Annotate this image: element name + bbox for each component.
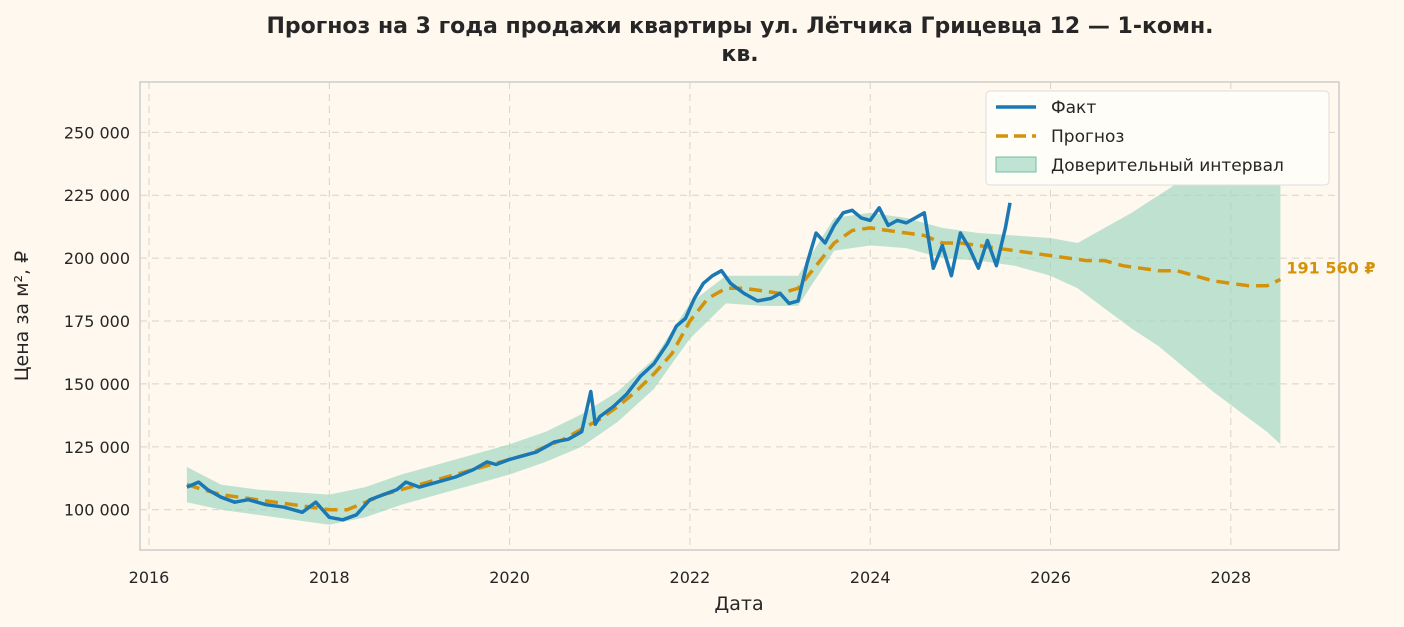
x-tick-label: 2018: [309, 568, 350, 587]
x-tick-label: 2016: [129, 568, 170, 587]
chart-title-line-2: кв.: [721, 42, 758, 67]
chart-title-line-1: Прогноз на 3 года продажи квартиры ул. Л…: [266, 14, 1213, 39]
legend-label-interval: Доверительный интервал: [1051, 156, 1284, 176]
y-tick-label: 150 000: [64, 375, 130, 394]
x-axis-label: Дата: [714, 593, 763, 615]
series-lines: [186, 202, 1282, 522]
y-tick-label: 175 000: [64, 312, 130, 331]
y-tick-label: 100 000: [64, 501, 130, 520]
legend-swatch-interval: [995, 156, 1037, 173]
y-axis-ticks: 100 000 125 000 150 000 175 000 200 000 225 0…: [64, 123, 130, 519]
y-axis-label: Цена за м², ₽: [11, 251, 33, 381]
legend: Факт Прогноз Доверительный интервал: [985, 90, 1330, 186]
legend-label-fact: Факт: [1051, 98, 1096, 118]
x-axis-ticks: 2016 2018 2020 2022 2024 2026 2028: [129, 568, 1252, 587]
y-tick-label: 200 000: [64, 249, 130, 268]
x-tick-label: 2026: [1030, 568, 1071, 587]
legend-label-forecast: Прогноз: [1051, 127, 1124, 147]
plot-area-border: [139, 81, 1340, 551]
y-tick-label: 225 000: [64, 186, 130, 205]
legend-box: [985, 90, 1330, 186]
x-tick-label: 2028: [1210, 568, 1251, 587]
x-tick-label: 2022: [670, 568, 711, 587]
forecast-end-value-label: 191 560 ₽: [1286, 258, 1375, 277]
series-line-fact: [186, 202, 1012, 522]
y-tick-label: 125 000: [64, 438, 130, 457]
y-tick-label: 250 000: [64, 123, 130, 142]
x-tick-label: 2024: [850, 568, 891, 587]
x-tick-label: 2020: [489, 568, 530, 587]
